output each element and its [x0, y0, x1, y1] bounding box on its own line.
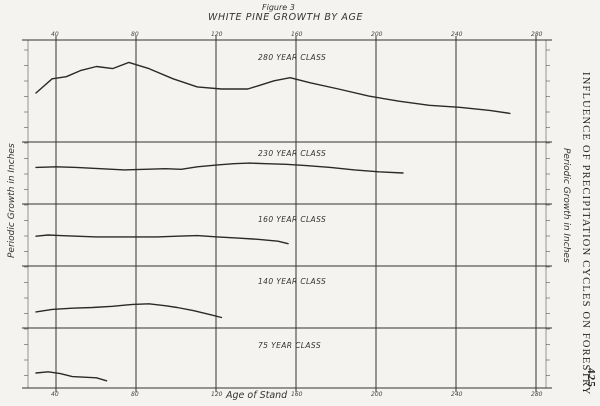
left-y-axis-label: Periodic Growth in Inches — [7, 143, 17, 258]
top-tick-label: 40 — [51, 31, 59, 38]
page-number: 425 — [585, 368, 597, 389]
series-label: 160 YEAR CLASS — [258, 215, 326, 224]
series-line-2 — [35, 162, 404, 174]
bottom-tick-label: 120 — [211, 391, 223, 398]
bottom-tick-label: 160 — [291, 391, 303, 398]
series-line-5 — [35, 371, 108, 382]
chart-grid — [22, 36, 552, 392]
bottom-tick-label: 200 — [371, 391, 383, 398]
series-label: 75 YEAR CLASS — [258, 341, 321, 350]
growth-series-labels: 280 YEAR CLASS 230 YEAR CLASS 160 YEAR CLA… — [258, 53, 326, 350]
top-tick-label: 200 — [371, 31, 383, 38]
series-label: 140 YEAR CLASS — [258, 277, 326, 286]
top-tick-label: 160 — [291, 31, 303, 38]
top-tick-label: 120 — [211, 31, 223, 38]
series-label: 280 YEAR CLASS — [258, 53, 326, 62]
bottom-tick-label: 240 — [451, 391, 463, 398]
chart-frame — [27, 39, 547, 389]
series-line-4 — [35, 303, 223, 319]
bottom-tick-label: 80 — [131, 391, 139, 398]
right-scale-ticks — [546, 49, 550, 376]
bottom-tick-labels: 40 80 120 160 200 240 280 — [51, 391, 543, 398]
bottom-tick-label: 280 — [531, 391, 543, 398]
bottom-tick-label: 40 — [51, 391, 59, 398]
growth-series-lines — [35, 61, 511, 382]
chart-title: WHITE PINE GROWTH BY AGE — [208, 12, 363, 23]
right-y-axis-label: Periodic Growth in Inches — [561, 148, 571, 263]
series-line-1 — [35, 61, 511, 115]
left-scale-ticks — [24, 49, 28, 376]
series-line-3 — [35, 234, 289, 245]
x-axis-label: Age of Stand — [225, 390, 288, 401]
series-label: 230 YEAR CLASS — [258, 149, 326, 158]
top-tick-label: 280 — [531, 31, 543, 38]
top-tick-label: 240 — [451, 31, 463, 38]
running-head: INFLUENCE OF PRECIPITATION CYCLES ON FOR… — [580, 72, 591, 396]
top-tick-labels: 40 80 120 160 200 240 280 — [51, 31, 543, 38]
figure-label: Figure 3 — [262, 3, 295, 12]
top-tick-label: 80 — [131, 31, 139, 38]
